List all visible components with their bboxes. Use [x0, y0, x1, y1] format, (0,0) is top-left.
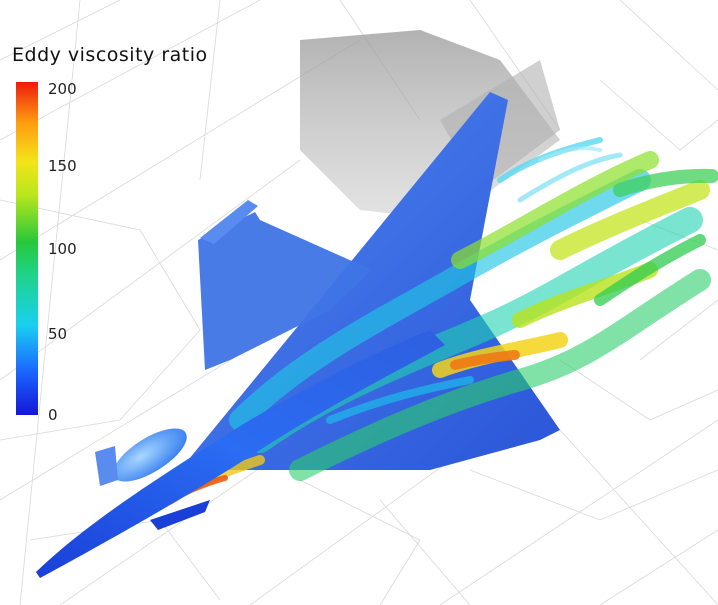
fuselage	[36, 330, 445, 578]
tick-label-150: 150	[48, 157, 77, 175]
tick-label-100: 100	[48, 240, 77, 258]
tick-label-50: 50	[48, 325, 68, 343]
tick-label-0: 0	[48, 406, 58, 424]
canard-tip	[200, 200, 258, 244]
intake-fin	[95, 446, 118, 486]
ventral-fin	[150, 500, 210, 530]
tick-label-200: 200	[48, 80, 77, 98]
colorbar	[16, 82, 38, 415]
canard-wing	[198, 212, 372, 370]
legend-title: Eddy viscosity ratio	[12, 44, 208, 66]
canopy	[113, 428, 187, 482]
